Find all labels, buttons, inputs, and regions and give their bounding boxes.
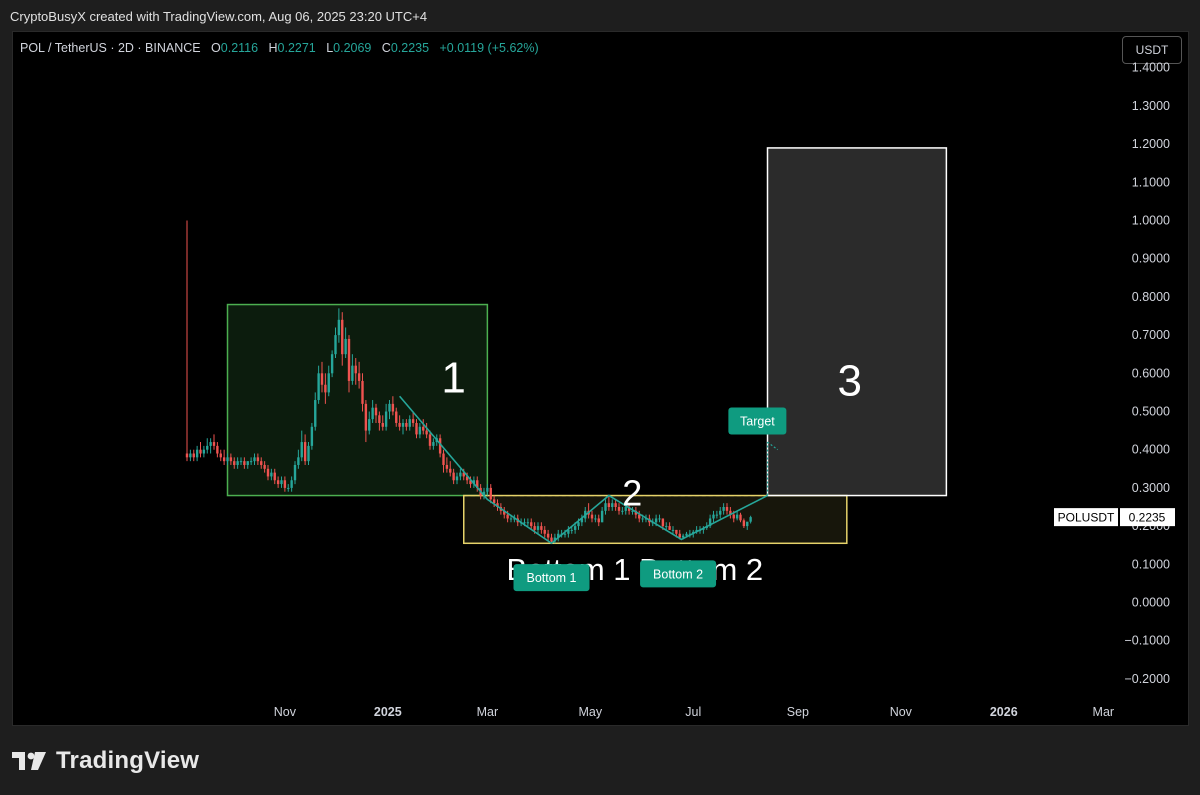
high-label: H xyxy=(268,41,278,55)
close-label: C xyxy=(381,41,391,55)
tradingview-brand[interactable]: TradingView xyxy=(12,747,199,775)
currency-button[interactable]: USDT xyxy=(1122,36,1182,64)
brand-name: TradingView xyxy=(56,747,200,774)
chart-frame[interactable] xyxy=(12,31,1189,726)
low-label: L xyxy=(326,41,334,55)
symbol-legend: POL / TetherUS · 2D · BINANCE O0.2116 H0… xyxy=(20,41,539,55)
chart-author-caption: CryptoBusyX created with TradingView.com… xyxy=(10,9,428,24)
low-value: 0.2069 xyxy=(333,41,372,55)
price-change: +0.0119 (+5.62%) xyxy=(439,41,539,55)
high-value: 0.2271 xyxy=(277,41,316,55)
open-label: O xyxy=(211,41,221,55)
tradingview-logo-icon xyxy=(12,752,46,770)
symbol-description: POL / TetherUS · 2D · BINANCE xyxy=(20,41,201,55)
close-value: 0.2235 xyxy=(390,41,430,55)
open-value: 0.2116 xyxy=(220,41,259,55)
